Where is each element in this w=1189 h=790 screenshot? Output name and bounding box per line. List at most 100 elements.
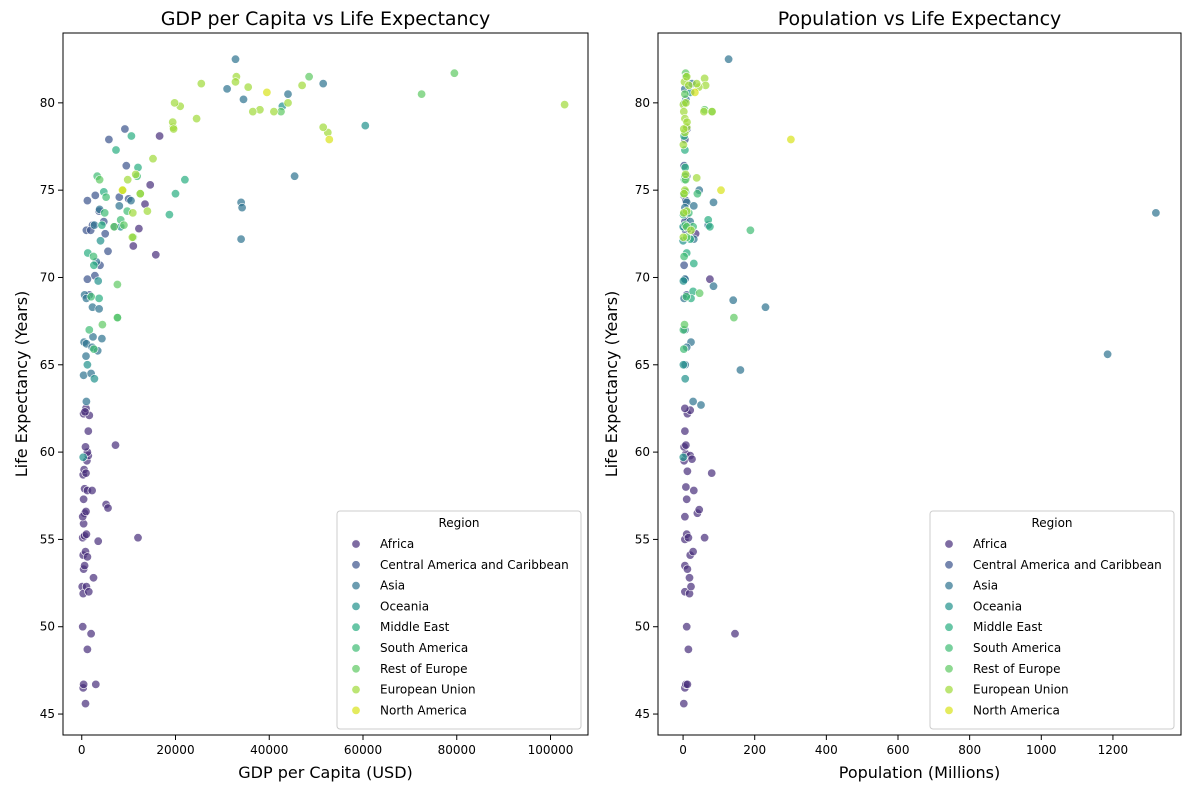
gdp-chart-point-africa (128, 241, 138, 251)
gdp-chart-point-africa (82, 644, 92, 654)
gdp-chart-point-european-union (196, 79, 206, 89)
population-chart-xlabel: Population (Millions) (839, 763, 1000, 782)
gdp-chart-point-rest-of-europe (112, 279, 122, 289)
population-chart-point-european-union (682, 72, 692, 82)
gdp-chart-point-asia (89, 220, 99, 230)
gdp-chart-point-european-union (135, 189, 145, 199)
gdp-chart-point-africa (145, 180, 155, 190)
gdp-chart-point-asia (88, 332, 98, 342)
population-chart-point-european-union (684, 80, 694, 90)
gdp-chart-legend-label-european-union: European Union (380, 683, 476, 697)
gdp-chart-point-asia (231, 54, 241, 64)
population-chart-point-africa (687, 454, 697, 464)
population-chart-point-rest-of-europe (729, 313, 739, 323)
gdp-chart-ylabel: Life Expectancy (Years) (12, 291, 31, 478)
population-chart-point-european-union (678, 140, 688, 150)
gdp-chart-point-central-america-and-caribbean (100, 229, 110, 239)
population-chart-point-south-america (679, 252, 689, 262)
population-chart-point-european-union (679, 124, 689, 134)
gdp-chart-legend-marker-oceania (351, 601, 361, 611)
gdp-chart-ytick-label: 75 (40, 183, 55, 197)
population-chart-xtick-label: 1200 (1098, 743, 1129, 757)
population-chart-point-central-america-and-caribbean (679, 260, 689, 270)
population-chart-xtick-label: 200 (743, 743, 766, 757)
gdp-chart-frame (62, 32, 589, 736)
gdp-chart-point-asia (81, 396, 91, 406)
gdp-chart-point-middle-east (180, 175, 190, 185)
population-chart-point-south-america (679, 344, 689, 354)
population-chart-point-oceania (678, 452, 688, 462)
population-chart-legend-label-north-america: North America (973, 703, 1060, 717)
population-chart-legend-marker-asia (944, 581, 954, 591)
gdp-chart-point-asia (222, 84, 232, 94)
gdp-chart-point-south-america (100, 208, 110, 218)
population-chart-xtick-label: 0 (679, 743, 687, 757)
population-chart-title: Population vs Life Expectancy (778, 8, 1062, 30)
population-chart-legend-label-africa: Africa (973, 537, 1007, 551)
gdp-chart-point-european-union (170, 98, 180, 108)
population-chart-legend-marker-rest-of-europe (944, 664, 954, 674)
population-chart-point-asia (1151, 208, 1161, 218)
gdp-chart-point-central-america-and-caribbean (120, 124, 130, 134)
gdp-chart-point-european-union (283, 98, 293, 108)
gdp-chart-point-central-america-and-caribbean (121, 161, 131, 171)
gdp-chart-point-european-union (142, 206, 152, 216)
population-chart-point-africa (730, 629, 740, 639)
population-chart-point-european-union (707, 107, 717, 117)
gdp-chart-point-north-america (262, 87, 272, 97)
gdp-chart-xtick-label: 80000 (438, 743, 476, 757)
population-chart-legend-label-middle-east: Middle East (973, 620, 1043, 634)
gdp-chart-point-south-america (86, 292, 96, 302)
gdp-chart-ytick-label: 50 (40, 620, 55, 634)
gdp-chart-legend-marker-middle-east (351, 622, 361, 632)
gdp-chart-legend-title: Region (438, 516, 479, 530)
gdp-chart-point-oceania (93, 276, 103, 286)
gdp-chart-point-central-america-and-caribbean (82, 274, 92, 284)
population-chart-point-africa (680, 512, 690, 522)
population-chart-frame (657, 32, 1182, 736)
population-chart-point-africa (705, 274, 715, 284)
population-chart-point-european-union (699, 107, 709, 117)
gdp-chart-point-oceania (89, 374, 99, 384)
population-chart-ytick-label: 70 (635, 270, 650, 284)
population-chart-point-africa (682, 622, 692, 632)
gdp-chart-xtick-label: 100000 (528, 743, 574, 757)
population-chart-point-africa (681, 440, 691, 450)
population-chart-point-africa (689, 485, 699, 495)
gdp-chart-point-africa (79, 679, 89, 689)
population-chart-point-rest-of-europe (695, 288, 705, 298)
population-chart-point-north-america (690, 87, 700, 97)
gdp-chart-point-africa (81, 506, 91, 516)
gdp-chart-point-central-america-and-caribbean (104, 135, 114, 145)
population-chart-point-south-america (681, 292, 691, 302)
population-chart-point-asia (696, 400, 706, 410)
population-chart-legend-label-central-america-and-caribbean: Central America and Caribbean (973, 558, 1162, 572)
gdp-chart-point-africa (151, 250, 161, 260)
gdp-chart-legend-label-central-america-and-caribbean: Central America and Caribbean (380, 558, 569, 572)
population-chart-point-asia (760, 302, 770, 312)
gdp-chart-legend-label-north-america: North America (380, 703, 467, 717)
gdp-chart-point-oceania (96, 236, 106, 246)
gdp-chart-title: GDP per Capita vs Life Expectancy (161, 8, 491, 30)
gdp-chart-legend-marker-africa (351, 539, 361, 549)
population-chart-legend-label-oceania: Oceania (973, 599, 1022, 613)
population-chart-ytick-label: 55 (635, 532, 650, 546)
gdp-chart-point-africa (155, 131, 165, 141)
gdp-chart-point-rest-of-europe (109, 222, 119, 232)
gdp-chart-point-asia (114, 201, 124, 211)
gdp-chart-point-south-america (89, 344, 99, 354)
gdp-chart-point-oceania (360, 121, 370, 131)
gdp-chart-point-rest-of-europe (304, 72, 314, 82)
gdp-chart-legend-marker-north-america (351, 705, 361, 715)
gdp-chart-point-africa (111, 440, 121, 450)
gdp-chart-point-middle-east (94, 293, 104, 303)
population-chart-point-oceania (680, 374, 690, 384)
gdp-chart-point-european-union (560, 100, 570, 110)
gdp-chart-point-middle-east (164, 210, 174, 220)
population-chart-legend-box (929, 510, 1175, 730)
population-chart-legend-marker-european-union (944, 685, 954, 695)
gdp-chart-point-european-union (148, 154, 158, 164)
gdp-chart-point-european-union (231, 77, 241, 87)
gdp-chart-legend-label-oceania: Oceania (380, 599, 429, 613)
gdp-chart-legend-label-rest-of-europe: Rest of Europe (380, 662, 468, 676)
